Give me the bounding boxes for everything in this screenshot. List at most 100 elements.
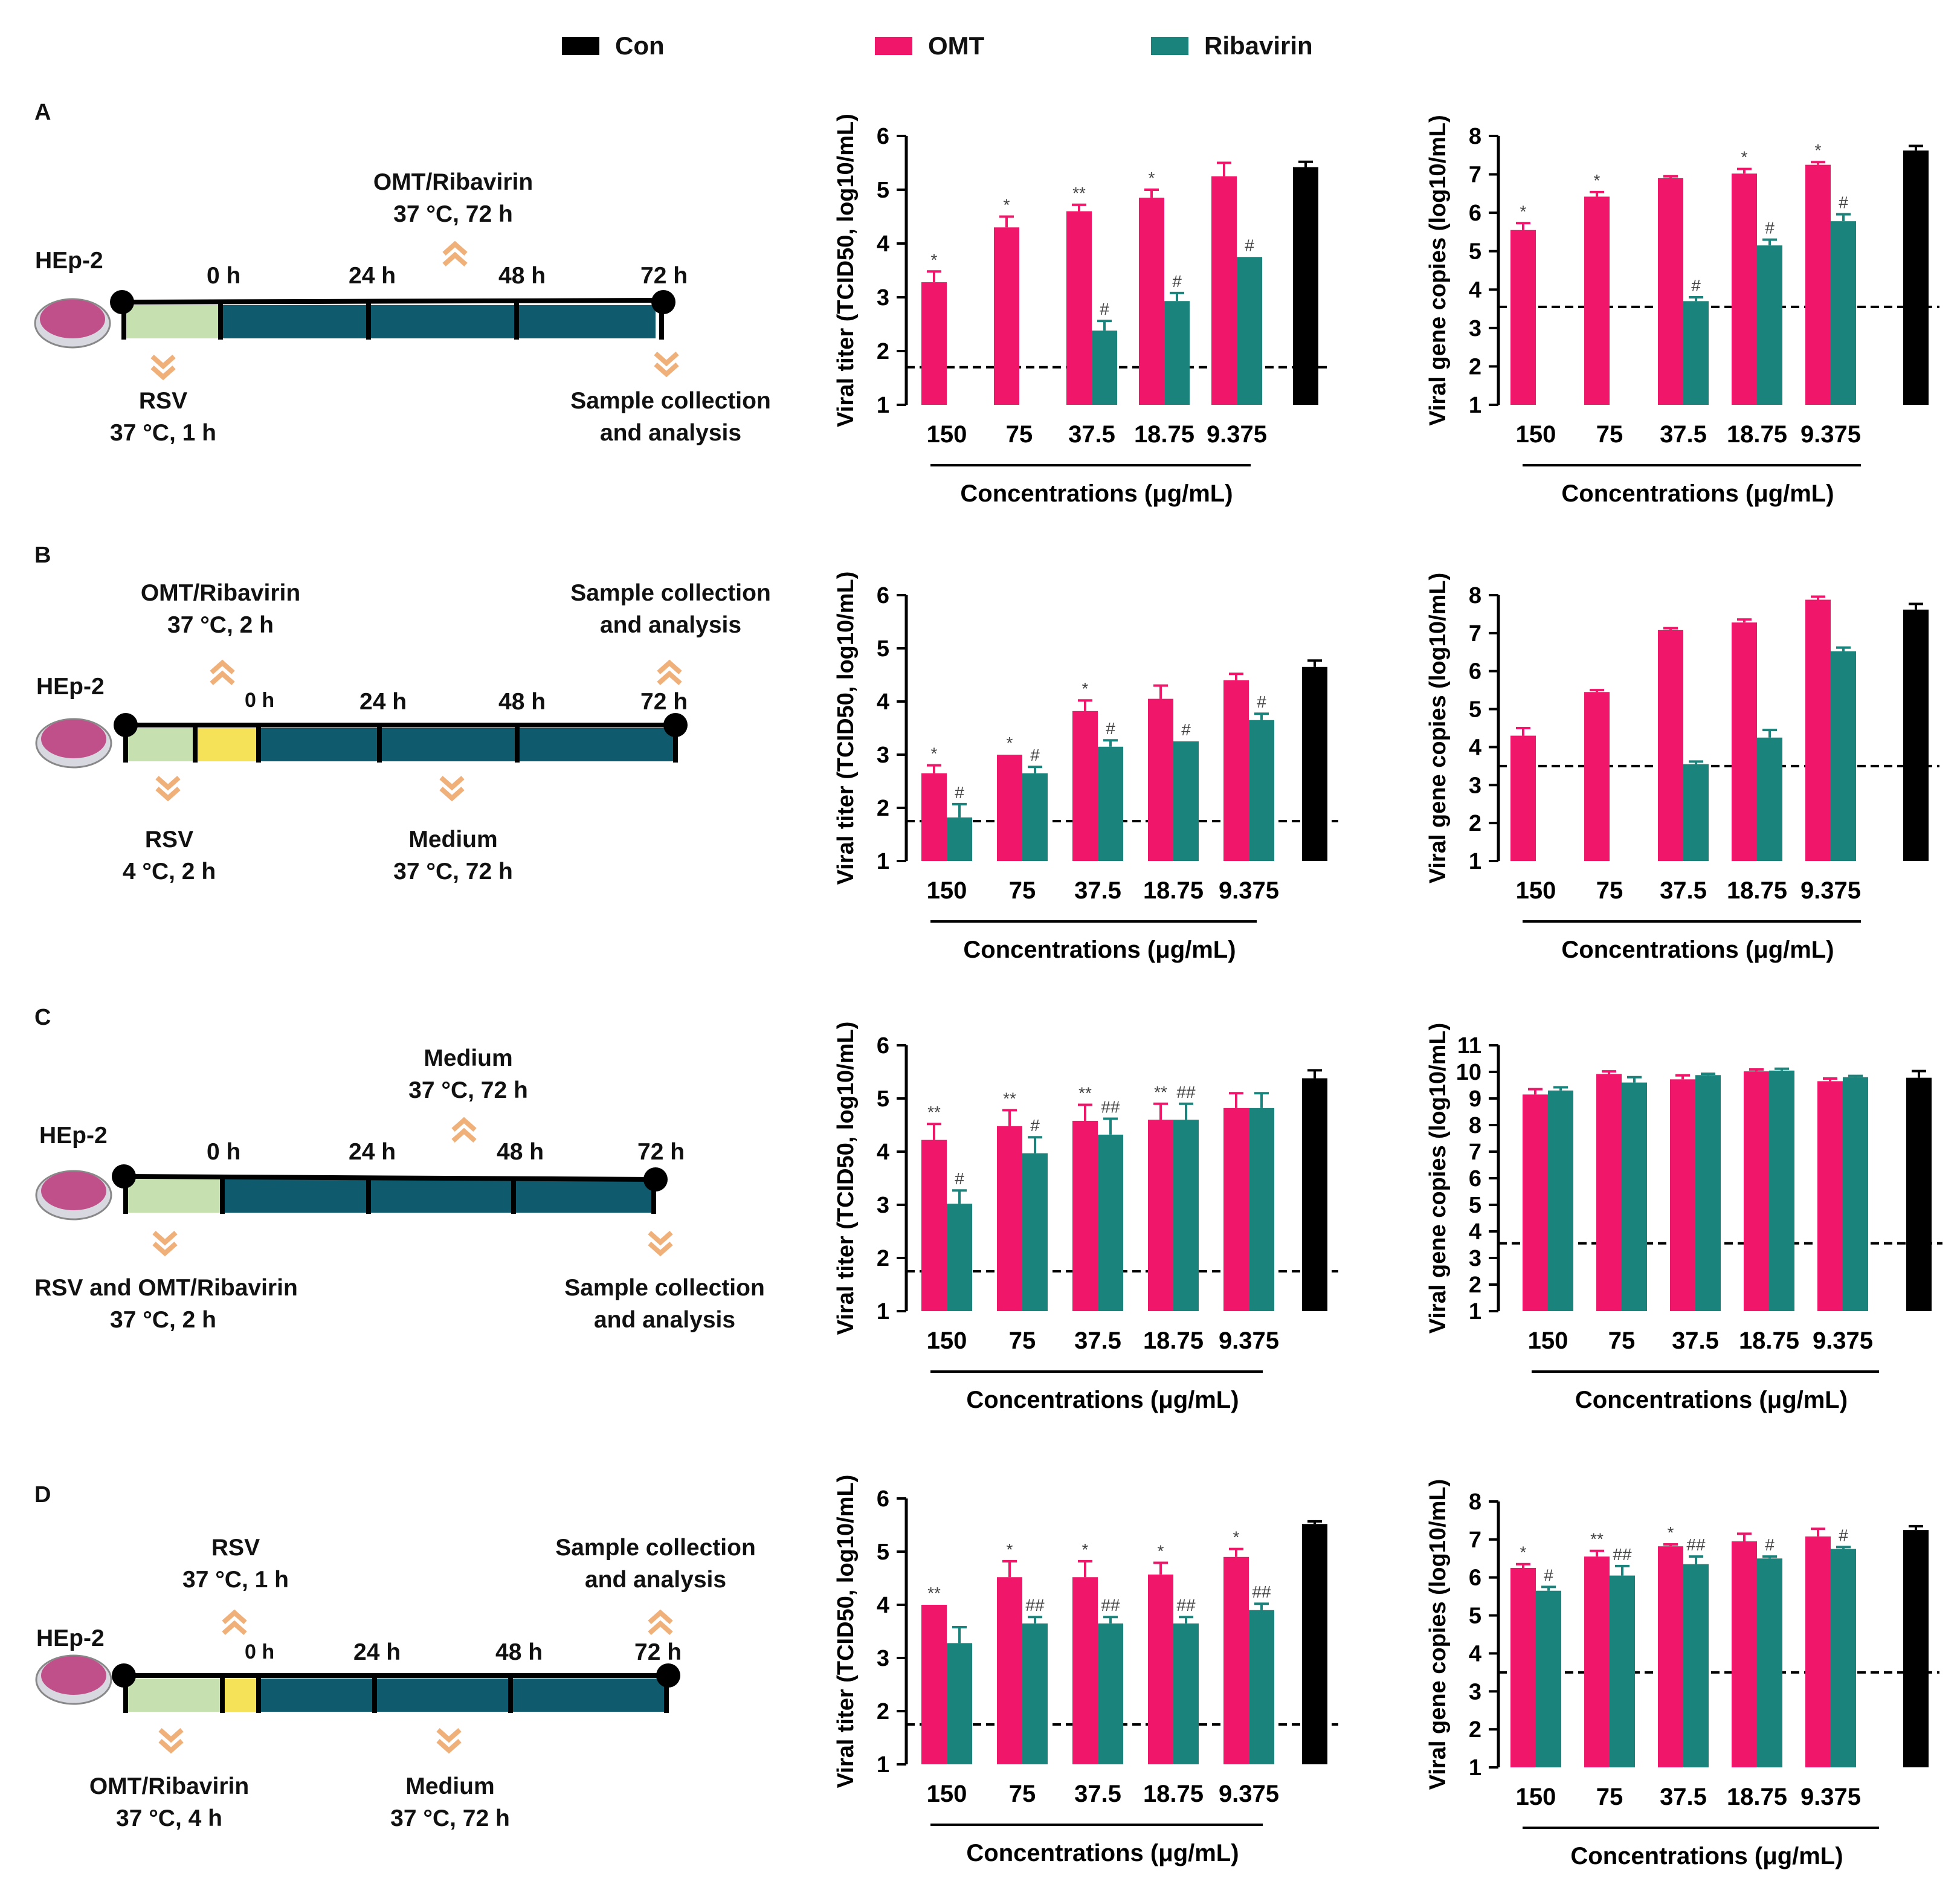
dish-cells-icon — [41, 720, 106, 758]
bar-omt — [1805, 1536, 1831, 1767]
significance-mark: ** — [1003, 1089, 1016, 1108]
bar-omt — [1744, 1071, 1769, 1311]
bar-omt — [1584, 692, 1610, 861]
cell-line-label: HEp-2 — [36, 1625, 105, 1651]
y-axis-label: Viral titer (TCID50, log10/mL) — [833, 572, 859, 885]
bar-omt — [1510, 735, 1536, 861]
cell-line-label: HEp-2 — [36, 674, 105, 700]
x-tick-label: 150 — [927, 877, 967, 904]
significance-mark: ## — [1025, 1596, 1045, 1614]
y-tick-label: 1 — [877, 1752, 889, 1778]
bar-omt — [1658, 1546, 1683, 1767]
bar-con — [1903, 609, 1929, 861]
bar-omt — [1732, 1541, 1757, 1767]
significance-mark: # — [1839, 193, 1848, 212]
infection-condition: 37 °C, 1 h — [182, 1567, 289, 1593]
bar-omt — [1510, 230, 1536, 405]
bar-omt — [997, 1577, 1022, 1764]
x-tick-label: 75 — [1596, 877, 1623, 904]
x-tick-label: 18.75 — [1727, 877, 1787, 904]
bar-con — [1302, 1524, 1327, 1764]
bar-ribavirin — [1022, 1623, 1048, 1764]
bar-ribavirin — [1249, 1610, 1274, 1764]
significance-mark: # — [1106, 719, 1115, 738]
scheme-a: HEp-2 0 h 24 h 48 h 72 h OMT/Ribavirin 3… — [18, 151, 798, 526]
hour-label: 0 h — [207, 1139, 241, 1165]
sample-label-2: and analysis — [584, 1567, 727, 1593]
arrow-down-icon — [439, 776, 465, 802]
bar-ribavirin — [1098, 746, 1123, 861]
hour-label: 48 h — [495, 1639, 543, 1665]
bar-con — [1302, 1078, 1327, 1311]
arrow-down-icon — [654, 352, 679, 378]
bar-omt — [1732, 173, 1757, 405]
legend-swatch-omt — [875, 37, 912, 55]
y-tick-label: 2 — [877, 339, 889, 364]
bar-ribavirin — [1164, 301, 1190, 405]
bar-omt — [1584, 196, 1610, 405]
sample-label-2: and analysis — [599, 612, 742, 638]
infection-label: RSV — [211, 1535, 260, 1561]
timeline-main-segment — [259, 1679, 666, 1712]
x-tick-label: 75 — [1596, 421, 1623, 448]
y-tick-label: 2 — [877, 796, 889, 821]
y-tick-label: 3 — [877, 285, 889, 311]
significance-mark: # — [1839, 1526, 1848, 1544]
y-tick-label: 3 — [1469, 316, 1481, 341]
bar-omt — [1148, 1574, 1173, 1764]
bar-omt — [1223, 680, 1249, 861]
bar-ribavirin — [1683, 764, 1709, 861]
y-tick-label: 5 — [877, 636, 889, 662]
significance-mark: ** — [1072, 184, 1086, 202]
legend-item-con: Con — [562, 28, 665, 64]
significance-mark: # — [1172, 272, 1182, 291]
bar-omt — [1817, 1081, 1843, 1311]
arrow-up-icon — [222, 1609, 247, 1635]
significance-mark: # — [1691, 276, 1701, 295]
bar-ribavirin — [1757, 245, 1782, 405]
hour-label: 24 h — [353, 1639, 401, 1665]
bar-omt — [1139, 198, 1164, 405]
y-tick-label: 3 — [1469, 773, 1481, 798]
bar-omt — [1072, 711, 1098, 861]
timeline-treatment-segment — [222, 1679, 259, 1712]
timeline-d — [35, 1609, 680, 1754]
y-tick-label: 3 — [1469, 1679, 1481, 1705]
timeline-end-dot — [663, 713, 688, 737]
bar-ribavirin — [1831, 651, 1856, 861]
y-tick-label: 4 — [1469, 277, 1481, 303]
x-tick-label: 150 — [927, 421, 967, 448]
arrow-up-icon — [442, 240, 468, 266]
timeline-start-dot — [110, 290, 134, 314]
significance-mark: * — [1594, 171, 1601, 190]
arrow-down-icon — [158, 1728, 184, 1754]
y-axis-label: Viral gene copies (log10/mL) — [1425, 115, 1451, 426]
y-tick-label: 4 — [877, 1593, 889, 1618]
x-tick-label: 75 — [1009, 877, 1036, 904]
x-tick-label: 75 — [1009, 1327, 1036, 1354]
bar-con — [1903, 1530, 1929, 1767]
x-tick-label: 9.375 — [1813, 1327, 1873, 1354]
infection-label: RSV — [144, 827, 194, 853]
arrow-up-icon — [210, 659, 235, 685]
significance-mark: * — [1158, 1541, 1164, 1560]
y-tick-label: 2 — [877, 1699, 889, 1724]
x-tick-label: 37.5 — [1074, 1327, 1121, 1354]
timeline-end-dot — [651, 290, 675, 314]
y-tick-label: 8 — [1469, 1489, 1481, 1515]
hour-label: 24 h — [349, 263, 396, 289]
significance-mark: # — [1030, 1116, 1040, 1135]
bar-con — [1903, 150, 1929, 405]
significance-mark: ## — [1176, 1596, 1196, 1614]
hour-label: 0 h — [245, 1640, 275, 1663]
significance-mark: # — [1765, 219, 1775, 237]
x-tick-label: 9.375 — [1219, 877, 1279, 904]
significance-mark: ## — [1101, 1596, 1120, 1614]
y-axis-label: Viral gene copies (log10/mL) — [1425, 573, 1451, 884]
x-tick-label: 9.375 — [1800, 421, 1861, 448]
legend-label-ribavirin: Ribavirin — [1204, 31, 1313, 60]
bar-omt — [1211, 176, 1237, 405]
significance-mark: ** — [1590, 1530, 1604, 1549]
hour-label: 72 h — [640, 263, 688, 289]
bar-ribavirin — [1536, 1590, 1561, 1767]
